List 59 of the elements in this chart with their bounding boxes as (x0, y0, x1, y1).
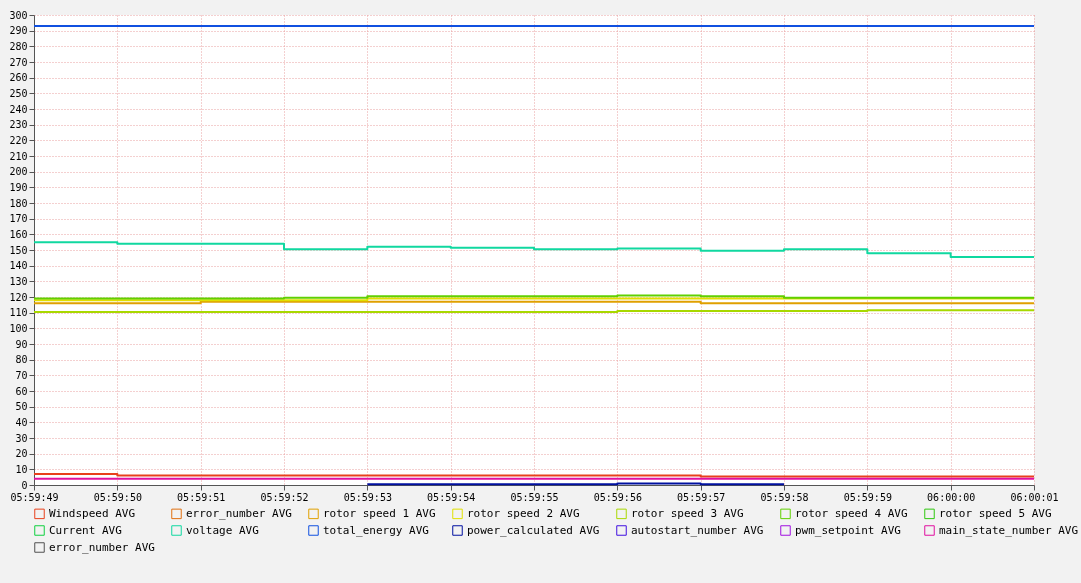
x-tick-label: 05:59:58 (760, 491, 809, 503)
legend-label: rotor speed 5 AVG (939, 506, 1052, 520)
legend-label: error_number AVG (186, 506, 292, 520)
legend-label: power_calculated AVG (467, 523, 600, 537)
y-tick-label: 290 (9, 25, 28, 37)
legend-label: total_energy AVG (323, 523, 429, 537)
y-tick-label: 140 (9, 260, 28, 272)
y-tick-label: 300 (9, 9, 28, 21)
y-tick-label: 30 (15, 432, 28, 444)
x-tick-label: 05:59:55 (510, 491, 559, 503)
y-tick-label: 200 (9, 166, 28, 178)
y-tick-label: 160 (9, 228, 28, 240)
y-tick-label: 240 (9, 103, 28, 115)
x-tick-label: 05:59:59 (843, 491, 892, 503)
legend-label: pwm_setpoint AVG (795, 523, 901, 537)
x-tick-label: 05:59:49 (10, 491, 59, 503)
y-tick-label: 220 (9, 134, 28, 146)
x-tick-label: 06:00:00 (927, 491, 976, 503)
y-tick-label: 80 (15, 354, 28, 366)
y-tick-label: 230 (9, 119, 28, 131)
y-tick-label: 100 (9, 322, 28, 334)
x-tick-label: 05:59:50 (93, 491, 142, 503)
legend-label: rotor speed 3 AVG (631, 506, 744, 520)
y-tick-label: 70 (15, 369, 28, 381)
y-tick-label: 50 (15, 401, 28, 413)
legend-label: rotor speed 1 AVG (323, 506, 436, 520)
y-tick-label: 40 (15, 416, 28, 428)
y-tick-label: 250 (9, 87, 28, 99)
legend-label: error_number AVG (49, 540, 155, 554)
y-tick-label: 170 (9, 213, 28, 225)
legend-label: autostart_number AVG (631, 523, 764, 537)
y-tick-label: 210 (9, 150, 28, 162)
x-tick-label: 05:59:53 (343, 491, 392, 503)
y-tick-label: 260 (9, 72, 28, 84)
y-tick-label: 280 (9, 40, 28, 52)
x-tick-label: 05:59:54 (427, 491, 476, 503)
y-tick-label: 270 (9, 56, 28, 68)
y-tick-label: 60 (15, 385, 28, 397)
x-tick-label: 06:00:01 (1010, 491, 1059, 503)
x-tick-label: 05:59:57 (677, 491, 726, 503)
legend-label: rotor speed 2 AVG (467, 506, 580, 520)
y-tick-label: 90 (15, 338, 28, 350)
legend-label: voltage AVG (186, 523, 259, 537)
y-tick-label: 0 (21, 479, 28, 491)
legend-label: rotor speed 4 AVG (795, 506, 908, 520)
x-tick-label: 05:59:51 (177, 491, 226, 503)
y-tick-label: 190 (9, 181, 28, 193)
y-tick-label: 120 (9, 291, 28, 303)
legend-label: Current AVG (49, 523, 122, 537)
legend-label: Windspeed AVG (49, 506, 136, 520)
legend-label: main_state_number AVG (939, 523, 1079, 537)
y-tick-label: 110 (9, 307, 28, 319)
y-tick-label: 10 (15, 463, 28, 475)
x-tick-label: 05:59:52 (260, 491, 309, 503)
y-tick-label: 20 (15, 448, 28, 460)
y-tick-label: 180 (9, 197, 28, 209)
y-tick-label: 150 (9, 244, 28, 256)
x-tick-label: 05:59:56 (593, 491, 642, 503)
y-tick-label: 130 (9, 275, 28, 287)
